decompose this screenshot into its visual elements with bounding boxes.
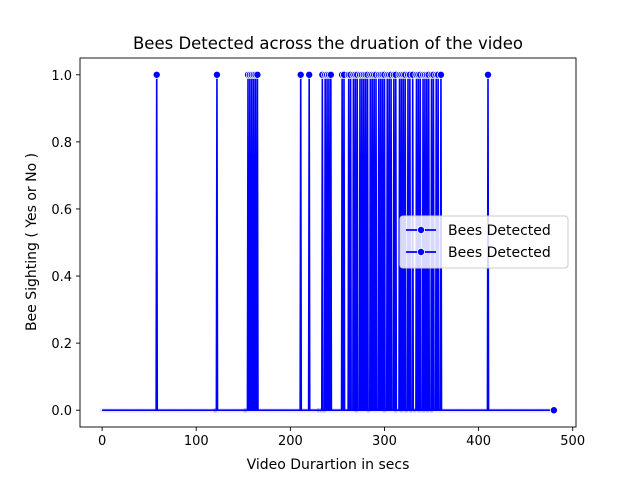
- end-point: [549, 406, 558, 415]
- detection-point: [152, 70, 161, 79]
- detection-point: [326, 70, 335, 79]
- detection-point: [305, 70, 314, 79]
- y-tick-label: 0.0: [51, 404, 72, 419]
- y-axis-ticks: 0.0 0.2 0.4 0.6 0.8 1.0: [51, 69, 80, 419]
- detection-point: [296, 70, 305, 79]
- legend-marker-1: [416, 225, 425, 234]
- y-axis-label: Bee Sighting ( Yes or No ): [24, 153, 40, 331]
- y-tick-label: 0.6: [51, 203, 72, 218]
- y-tick-label: 0.8: [51, 136, 72, 151]
- data-layer: [99, 70, 558, 415]
- x-tick-label: 100: [184, 434, 209, 449]
- series-line: [102, 73, 554, 412]
- x-tick-label: 500: [560, 434, 585, 449]
- x-tick-label: 200: [278, 434, 303, 449]
- x-tick-label: 300: [372, 434, 397, 449]
- legend-marker-2: [416, 247, 425, 256]
- legend: Bees Detected Bees Detected: [399, 215, 569, 269]
- x-tick-label: 0: [98, 434, 106, 449]
- legend-box: [399, 215, 569, 269]
- legend-label-2: Bees Detected: [448, 245, 551, 261]
- y-tick-label: 0.2: [51, 337, 72, 352]
- y-tick-label: 1.0: [51, 69, 72, 84]
- legend-label-1: Bees Detected: [448, 223, 551, 239]
- axes-border: [79, 57, 577, 428]
- chart-title: Bees Detected across the druation of the…: [133, 34, 523, 53]
- detection-point: [483, 70, 492, 79]
- detection-point: [436, 70, 445, 79]
- x-tick-label: 400: [466, 434, 491, 449]
- y-tick-label: 0.4: [51, 270, 72, 285]
- x-axis-ticks: 0 100 200 300 400 500: [98, 427, 585, 449]
- detection-point: [212, 70, 221, 79]
- detection-point: [253, 70, 262, 79]
- axes-frame: [79, 57, 577, 428]
- x-axis-label: Video Durartion in secs: [247, 457, 410, 473]
